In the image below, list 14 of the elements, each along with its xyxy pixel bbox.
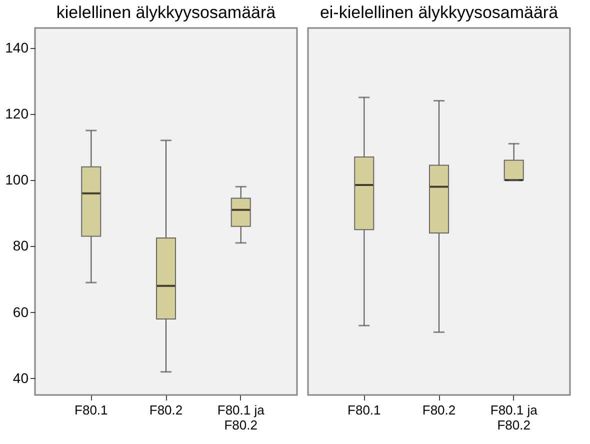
y-tick-label: 120 [5,105,29,122]
x-tick-label: F80.1 [348,402,381,418]
x-tick-label: F80.2 [149,402,183,418]
y-tick-label: 60 [12,304,29,320]
y-tick-label: 140 [5,39,29,56]
y-tick-label: 40 [12,370,29,386]
y-tick-label: 80 [12,238,29,254]
x-tick-label: F80.1 ja F80.2 [217,402,266,432]
chart-title: ei-kielellinen älykkyysosamäärä [320,3,559,22]
x-tick-label: F80.1 [74,402,108,418]
y-tick-label: 100 [5,172,29,188]
x-tick-label: F80.2 [422,402,456,418]
x-tick-label: F80.1 ja F80.2 [490,402,538,432]
chart-title: kielellinen älykkyysosamäärä [56,3,276,22]
